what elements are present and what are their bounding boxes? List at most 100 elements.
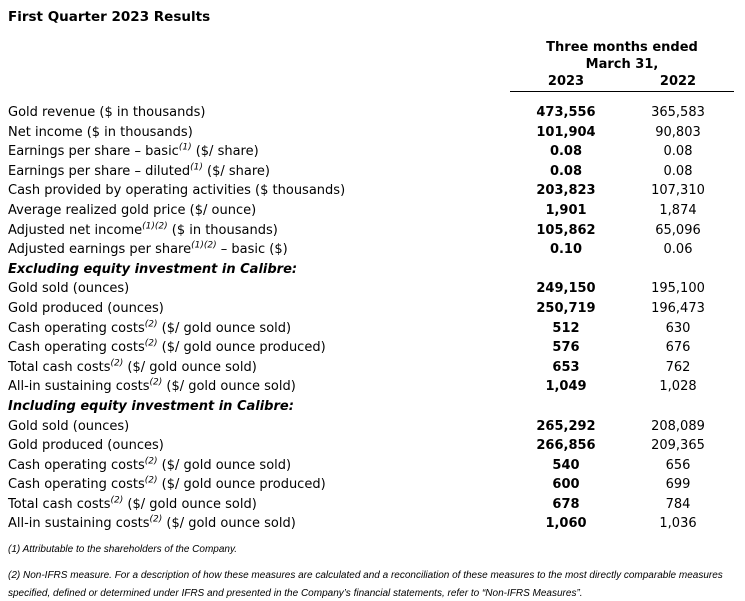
row-label-suffix: ($/ gold ounce produced)	[157, 340, 326, 356]
row-label: Total cash costs(2) ($/ gold ounce sold)	[8, 495, 510, 515]
row-value-2022: 0.08	[663, 163, 693, 179]
row-value-2022: 784	[665, 496, 691, 512]
row-label-suffix: ($/ gold ounce sold)	[157, 457, 292, 473]
row-label: Adjusted earnings per share(1)(2) – basi…	[8, 240, 510, 260]
table-row: Cash operating costs(2) ($/ gold ounce s…	[8, 456, 734, 476]
footnotes: (1) Attributable to the shareholders of …	[8, 543, 734, 601]
row-label-suffix: ($ in thousands)	[167, 222, 278, 238]
row-label: Excluding equity investment in Calibre:	[8, 260, 510, 280]
row-value-2023: 1,060	[545, 516, 587, 532]
row-label: All-in sustaining costs(2) ($/ gold ounc…	[8, 514, 510, 534]
table-header: Three months ended March 31, 2023 2022	[8, 39, 734, 92]
row-value-2023: 265,292	[536, 418, 596, 434]
table-row: Total cash costs(2) ($/ gold ounce sold)…	[8, 358, 734, 378]
row-label-text: Cash operating costs	[8, 340, 145, 356]
row-value-2023: 512	[552, 320, 580, 336]
table-row: Cash operating costs(2) ($/ gold ounce p…	[8, 475, 734, 495]
row-label-suffix: ($/ gold ounce sold)	[162, 516, 296, 532]
table-row: Adjusted earnings per share(1)(2) – basi…	[8, 240, 734, 260]
row-value-2022: 676	[665, 340, 691, 356]
row-label-text: Cash operating costs	[8, 320, 145, 336]
row-label-text: Earnings per share – diluted	[8, 163, 191, 179]
row-value-2022: 365,583	[651, 105, 705, 120]
row-value-2023: 0.10	[549, 242, 583, 258]
row-value-2023: 0.08	[549, 144, 583, 160]
footnote-1: (1) Attributable to the shareholders of …	[8, 544, 238, 556]
row-label: Cash operating costs(2) ($/ gold ounce p…	[8, 475, 510, 495]
row-label-suffix: ($/ gold ounce sold)	[123, 359, 257, 375]
period-header-line2: March 31,	[585, 57, 659, 72]
period-header-line1: Three months ended	[546, 40, 698, 55]
footnote-ref: (2)	[110, 495, 124, 506]
row-value-2022: 1,036	[659, 516, 697, 532]
row-label-suffix: ($/ gold ounce produced)	[157, 477, 326, 493]
year-header-row: 2023 2022	[510, 73, 734, 90]
row-value-2022: 65,096	[655, 222, 701, 238]
row-value-2022: 209,365	[651, 438, 705, 454]
row-value-2023: 473,556	[536, 105, 596, 120]
row-value-2022: 0.08	[663, 144, 693, 160]
table-row: Earnings per share – basic(1) ($/ share)…	[8, 142, 734, 162]
row-label: Adjusted net income(1)(2) ($ in thousand…	[8, 221, 510, 241]
footnote-ref: (2)	[144, 475, 158, 486]
row-label: Cash provided by operating activities ($…	[8, 181, 510, 201]
row-value-2023: 576	[552, 340, 580, 356]
table-row: Total cash costs(2) ($/ gold ounce sold)…	[8, 495, 734, 515]
row-label: Cash operating costs(2) ($/ gold ounce p…	[8, 338, 510, 358]
row-value-2023: 250,719	[536, 300, 596, 316]
table-row: Net income ($ in thousands) 101,904 90,8…	[8, 123, 734, 143]
page-title: First Quarter 2023 Results	[8, 9, 211, 25]
footnote-ref: (1)(2)	[191, 240, 217, 251]
results-table: Gold revenue ($ in thousands) 473,556 36…	[8, 103, 734, 534]
row-label-suffix: ($/ share)	[191, 144, 259, 160]
footnote-ref: (2)	[144, 456, 158, 467]
row-label: Total cash costs(2) ($/ gold ounce sold)	[8, 358, 510, 378]
row-label-suffix: ($/ gold ounce sold)	[123, 496, 257, 512]
row-label-text: Adjusted net income	[8, 222, 143, 238]
row-label-text: Including equity investment in Calibre:	[8, 398, 294, 414]
row-value-2023: 249,150	[536, 281, 596, 297]
row-label: Cash operating costs(2) ($/ gold ounce s…	[8, 456, 510, 476]
row-value-2023: 266,856	[536, 438, 596, 454]
footnote-ref: (2)	[144, 338, 158, 349]
table-row: Gold sold (ounces) 249,150 195,100	[8, 279, 734, 299]
row-label: Gold produced (ounces)	[8, 299, 510, 319]
row-label-text: Cash operating costs	[8, 477, 145, 493]
table-row: Gold produced (ounces) 266,856 209,365	[8, 436, 734, 456]
row-label-suffix: – basic ($)	[216, 242, 288, 258]
row-value-2023: 101,904	[536, 124, 596, 140]
row-label-text: Net income ($ in thousands)	[8, 124, 193, 140]
row-value-2023: 1,901	[545, 202, 587, 218]
row-value-2022: 1,028	[659, 379, 697, 395]
row-label: Earnings per share – diluted(1) ($/ shar…	[8, 162, 510, 182]
footnote-2: (2) Non-IFRS measure. For a description …	[8, 570, 723, 600]
table-row: All-in sustaining costs(2) ($/ gold ounc…	[8, 377, 734, 397]
row-value-2022: 762	[665, 359, 691, 375]
table-row: Gold revenue ($ in thousands) 473,556 36…	[8, 103, 734, 123]
table-row: Gold produced (ounces) 250,719 196,473	[8, 299, 734, 319]
col-header-2023: 2023	[547, 74, 585, 89]
col-header-2022: 2022	[659, 74, 697, 89]
row-label-text: Adjusted earnings per share	[8, 242, 192, 258]
footnote-ref: (1)	[190, 162, 203, 173]
row-value-2023: 1,049	[545, 379, 587, 395]
row-label-text: Earnings per share – basic	[8, 144, 179, 160]
row-label-text: Gold sold (ounces)	[8, 418, 130, 434]
table-row: Cash operating costs(2) ($/ gold ounce s…	[8, 319, 734, 339]
footnote-ref: (1)(2)	[142, 221, 168, 232]
row-value-2023: 600	[552, 477, 580, 493]
row-label-text: Excluding equity investment in Calibre:	[8, 261, 298, 277]
row-label-text: Cash provided by operating activities ($…	[8, 183, 346, 199]
row-value-2022: 208,089	[651, 418, 705, 434]
row-label-text: Total cash costs	[8, 496, 111, 512]
row-value-2023: 203,823	[536, 183, 596, 199]
row-label: Earnings per share – basic(1) ($/ share)	[8, 142, 510, 162]
row-label-text: Cash operating costs	[8, 457, 145, 473]
row-label-text: Average realized gold price ($/ ounce)	[8, 202, 257, 218]
row-value-2022: 699	[665, 477, 691, 493]
table-row: Earnings per share – diluted(1) ($/ shar…	[8, 162, 734, 182]
row-label: All-in sustaining costs(2) ($/ gold ounc…	[8, 377, 510, 397]
row-value-2022: 196,473	[651, 300, 705, 316]
row-value-2023: 0.08	[549, 163, 583, 179]
